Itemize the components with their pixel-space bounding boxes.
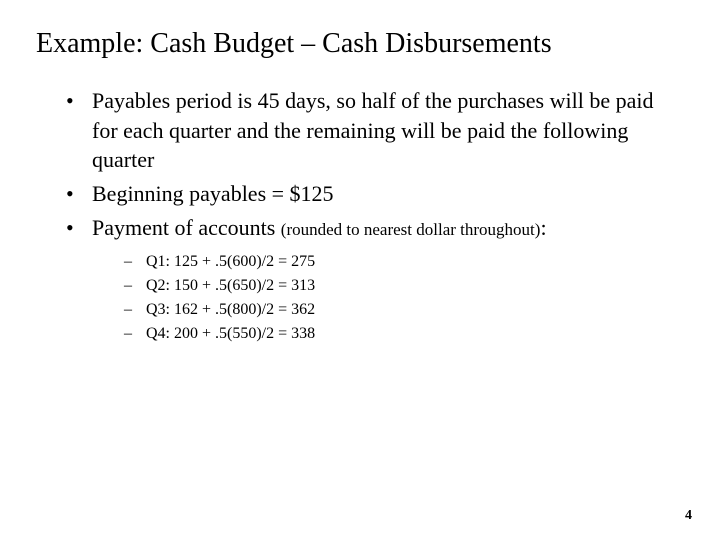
bullet-item-1: Payables period is 45 days, so half of t…	[66, 86, 684, 175]
bullet-text-2: Beginning payables = $125	[92, 181, 334, 206]
page-number: 4	[685, 508, 692, 524]
sub-bullet-q3-text: Q3: 162 + .5(800)/2 = 362	[146, 301, 315, 318]
sub-bullet-q1-text: Q1: 125 + .5(600)/2 = 275	[146, 253, 315, 270]
slide: Example: Cash Budget – Cash Disbursement…	[0, 0, 720, 540]
bullet-item-2: Beginning payables = $125	[66, 179, 684, 209]
sub-bullet-q3: Q3: 162 + .5(800)/2 = 362	[124, 298, 684, 322]
bullet-note-3: (rounded to nearest dollar throughout)	[281, 220, 541, 239]
sub-bullet-q1: Q1: 125 + .5(600)/2 = 275	[124, 250, 684, 274]
sub-bullet-q4-text: Q4: 200 + .5(550)/2 = 338	[146, 325, 315, 342]
bullet-colon-3: :	[540, 215, 546, 240]
sub-bullet-q2-text: Q2: 150 + .5(650)/2 = 313	[146, 277, 315, 294]
sub-bullet-q2: Q2: 150 + .5(650)/2 = 313	[124, 274, 684, 298]
bullet-list: Payables period is 45 days, so half of t…	[36, 86, 684, 346]
sub-bullet-list: Q1: 125 + .5(600)/2 = 275 Q2: 150 + .5(6…	[92, 250, 684, 346]
bullet-text-1: Payables period is 45 days, so half of t…	[92, 88, 653, 172]
bullet-text-3: Payment of accounts	[92, 215, 281, 240]
sub-bullet-q4: Q4: 200 + .5(550)/2 = 338	[124, 322, 684, 346]
slide-title: Example: Cash Budget – Cash Disbursement…	[36, 28, 684, 60]
bullet-item-3: Payment of accounts (rounded to nearest …	[66, 213, 684, 347]
